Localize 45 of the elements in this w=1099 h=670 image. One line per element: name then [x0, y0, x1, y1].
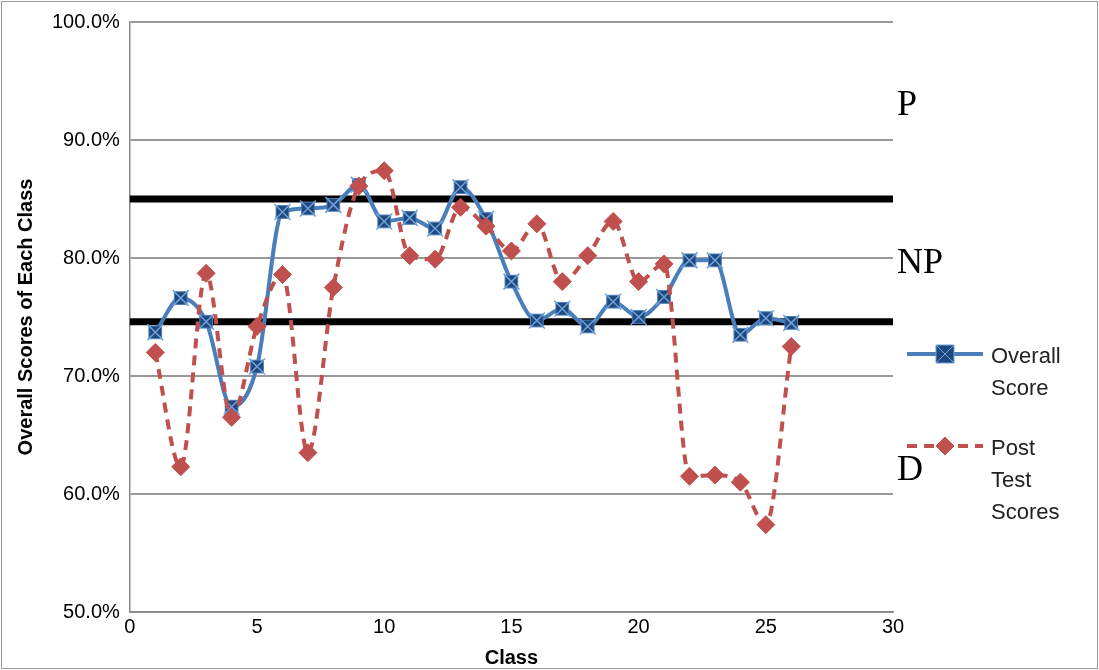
x-tick-label: 5 — [251, 614, 263, 637]
point — [451, 197, 471, 217]
point — [400, 246, 420, 266]
y-tick-label: 50.0% — [63, 599, 121, 622]
point — [323, 278, 343, 297]
x-tick-label: 15 — [500, 614, 523, 637]
point — [705, 465, 725, 485]
point — [222, 407, 242, 427]
point — [145, 342, 165, 362]
legend-label: Overall Score — [991, 342, 1062, 402]
x-tick-label: 30 — [881, 614, 905, 637]
point — [476, 216, 496, 236]
point — [552, 272, 572, 292]
legend-label: Post Test Scores — [991, 434, 1061, 526]
point — [679, 466, 699, 486]
x-axis-title: Class — [484, 645, 539, 668]
point — [629, 272, 649, 292]
point — [578, 246, 598, 266]
point — [298, 443, 318, 463]
point — [603, 211, 623, 231]
x-tick-label: 20 — [627, 614, 650, 637]
point — [272, 265, 292, 285]
y-tick-label: 60.0% — [63, 481, 121, 504]
text: D — [897, 446, 923, 489]
point — [196, 263, 216, 283]
text: NP — [897, 240, 944, 283]
point — [247, 316, 267, 336]
y-tick-label: 80.0% — [63, 245, 121, 268]
point — [374, 161, 394, 181]
x-tick-label: 25 — [754, 614, 777, 637]
point — [501, 241, 521, 261]
point — [781, 337, 801, 356]
x-tick-label: 0 — [124, 614, 136, 637]
y-tick-label: 70.0% — [63, 363, 121, 386]
point — [171, 457, 191, 477]
point — [756, 515, 776, 535]
y-tick-label: 100.0% — [51, 9, 121, 32]
y-axis-title: Overall Scores of Each Class — [13, 178, 36, 456]
point — [654, 254, 674, 274]
point — [527, 214, 547, 234]
x-tick-label: 10 — [373, 614, 396, 637]
point — [730, 472, 750, 492]
y-tick-label: 90.0% — [63, 127, 121, 150]
text: P — [897, 82, 918, 124]
point — [425, 249, 445, 269]
